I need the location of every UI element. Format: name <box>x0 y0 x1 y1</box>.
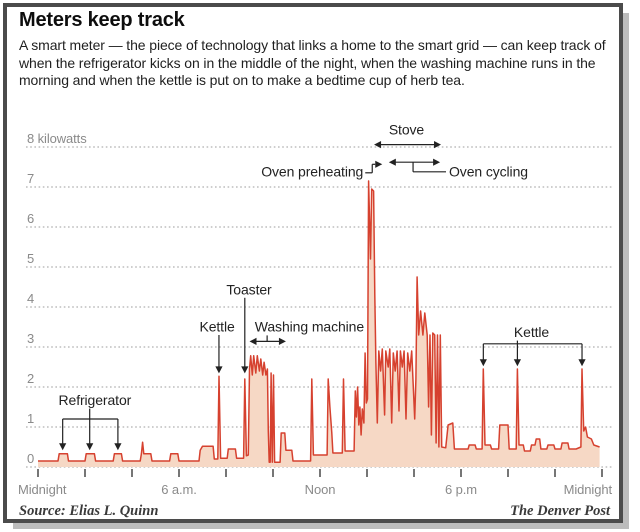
svg-text:7: 7 <box>27 171 34 186</box>
svg-text:6: 6 <box>27 211 34 226</box>
svg-text:Kettle: Kettle <box>514 324 550 340</box>
svg-text:Washing machine: Washing machine <box>255 319 365 335</box>
svg-text:Toaster: Toaster <box>226 281 272 297</box>
source-text: Source: Elias L. Quinn <box>19 503 159 519</box>
svg-text:8 kilowatts: 8 kilowatts <box>27 131 87 146</box>
source-row: Source: Elias L. Quinn The Denver Post <box>19 503 610 520</box>
intro-text: A smart meter — the piece of technology … <box>19 37 606 88</box>
svg-text:Kettle: Kettle <box>199 319 235 335</box>
page-title: Meters keep track <box>19 9 185 31</box>
svg-text:Noon: Noon <box>305 482 336 497</box>
svg-text:1: 1 <box>27 411 34 426</box>
svg-text:0: 0 <box>27 451 34 466</box>
svg-text:Refrigerator: Refrigerator <box>59 392 132 408</box>
svg-text:4: 4 <box>27 291 34 306</box>
svg-text:6 a.m.: 6 a.m. <box>161 482 197 497</box>
svg-text:Midnight: Midnight <box>564 482 613 497</box>
svg-text:Stove: Stove <box>389 122 425 138</box>
svg-text:Oven cycling: Oven cycling <box>449 163 528 179</box>
svg-text:Midnight: Midnight <box>18 482 67 497</box>
credit-text: The Denver Post <box>510 503 610 519</box>
svg-text:Oven preheating: Oven preheating <box>261 163 363 179</box>
svg-text:6 p.m: 6 p.m <box>445 482 477 497</box>
svg-text:5: 5 <box>27 251 34 266</box>
svg-text:3: 3 <box>27 331 34 346</box>
svg-text:2: 2 <box>27 371 34 386</box>
